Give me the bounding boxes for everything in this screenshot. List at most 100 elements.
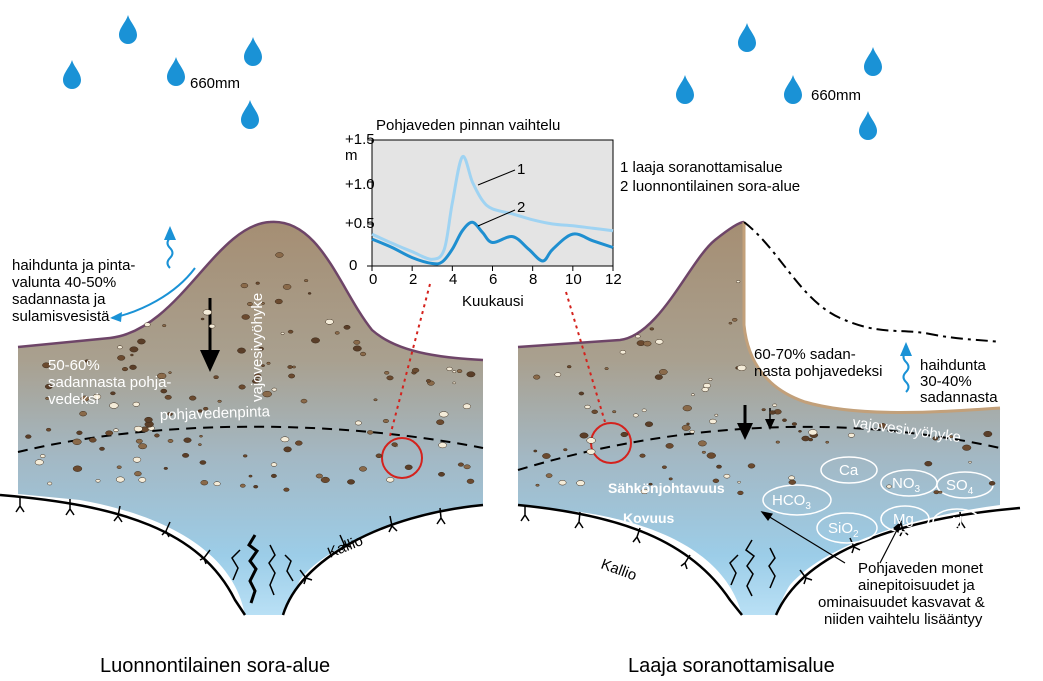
pebble <box>386 477 395 483</box>
pebble <box>109 402 119 409</box>
pebble <box>352 345 362 352</box>
pebble <box>533 374 541 380</box>
pebble <box>213 375 219 380</box>
soil-pebbles <box>25 252 996 496</box>
pebble <box>584 404 591 409</box>
left-recharge-line-2: sadannasta pohja- <box>48 374 171 391</box>
pebble <box>847 432 855 438</box>
pebble <box>411 367 420 373</box>
pebble <box>25 434 32 439</box>
x-tick-label: 8 <box>529 271 537 288</box>
pebble <box>95 479 101 483</box>
pebble <box>47 481 53 486</box>
pebble <box>134 471 142 477</box>
pebble <box>360 351 367 357</box>
pebble <box>620 431 629 438</box>
y-unit: m <box>345 147 358 164</box>
pebble <box>661 465 667 469</box>
pebble <box>714 413 719 417</box>
inset-plot-area <box>371 139 614 267</box>
right-ground-surface <box>517 220 745 349</box>
pebble <box>731 317 738 322</box>
pebble <box>452 381 457 385</box>
pebble <box>716 464 722 469</box>
series-line-2 <box>371 220 614 266</box>
pebble <box>649 327 655 331</box>
right-bedrock-ticks <box>520 505 966 585</box>
pebble <box>164 394 172 400</box>
pebble <box>375 453 383 459</box>
ion-label-so4: SO4 <box>946 477 974 497</box>
pebble <box>712 478 720 483</box>
pebble <box>709 418 717 424</box>
pebble <box>76 430 83 435</box>
ion-label-al: Al <box>949 514 962 531</box>
raindrop-icon <box>119 15 137 44</box>
pebble <box>655 339 664 345</box>
pebble <box>367 430 374 435</box>
pebble <box>737 364 747 371</box>
x-tick-label: 4 <box>449 271 457 288</box>
pebble <box>116 465 122 469</box>
pebble <box>238 384 246 390</box>
pebble <box>668 477 673 481</box>
left-bedrock-ticks <box>15 496 446 585</box>
ion-label-sio2: SiO2 <box>828 520 859 540</box>
pebble <box>886 484 892 489</box>
right-bedrock-line <box>517 503 1021 616</box>
pebble <box>261 302 265 305</box>
ion-label-ca: Ca <box>839 462 859 479</box>
pebble <box>167 412 173 416</box>
left-rain-amount: 660mm <box>190 75 240 92</box>
pebble <box>782 418 787 422</box>
pebble <box>949 435 954 439</box>
pebble <box>558 480 567 486</box>
pebble <box>924 461 933 467</box>
pebble <box>566 365 572 369</box>
pebble <box>535 483 540 487</box>
pebble <box>46 427 52 432</box>
raindrop-icon <box>244 37 262 66</box>
pebble <box>808 429 818 436</box>
pebble <box>586 448 596 455</box>
pebble <box>303 279 309 283</box>
pebble <box>270 462 278 467</box>
pebble <box>307 292 312 295</box>
x-tick-label: 2 <box>409 271 417 288</box>
right-excavation-edge <box>742 222 1001 414</box>
pebble <box>391 442 398 447</box>
left-soil-body <box>18 221 483 615</box>
pebble <box>253 485 259 489</box>
pebble <box>154 433 160 438</box>
pebble <box>99 446 105 451</box>
pebble <box>213 481 221 487</box>
pebble <box>456 369 463 373</box>
ion-label-mg: Mg <box>893 511 914 528</box>
y-tick-label: +1.5 <box>345 131 375 148</box>
pebble <box>162 324 167 328</box>
pebble <box>463 464 471 470</box>
note-line-3: ominaisuudet kasvavat & <box>818 594 985 611</box>
left-recharge-line-3: vedeksi <box>48 391 99 408</box>
pebble <box>144 416 153 423</box>
left-runoff-arrow <box>110 267 196 322</box>
pebble <box>632 413 639 418</box>
pebble <box>681 424 691 431</box>
pebble <box>270 473 277 478</box>
left-evap-line-4: sulamisvesistä <box>12 308 110 325</box>
pebble <box>72 465 83 472</box>
pebble <box>197 409 203 413</box>
pebble <box>736 280 741 284</box>
pebble <box>89 437 97 443</box>
pebble <box>701 450 706 454</box>
pebble <box>157 372 167 380</box>
raindrop-icon <box>864 47 882 76</box>
x-tick-label: 12 <box>605 271 622 288</box>
pebble <box>255 281 260 285</box>
right-original-surface <box>743 221 1001 343</box>
pebble <box>258 346 264 351</box>
pebble <box>34 459 44 466</box>
pebble <box>40 454 46 458</box>
ion-ellipses <box>762 456 994 544</box>
pebble <box>968 460 972 464</box>
